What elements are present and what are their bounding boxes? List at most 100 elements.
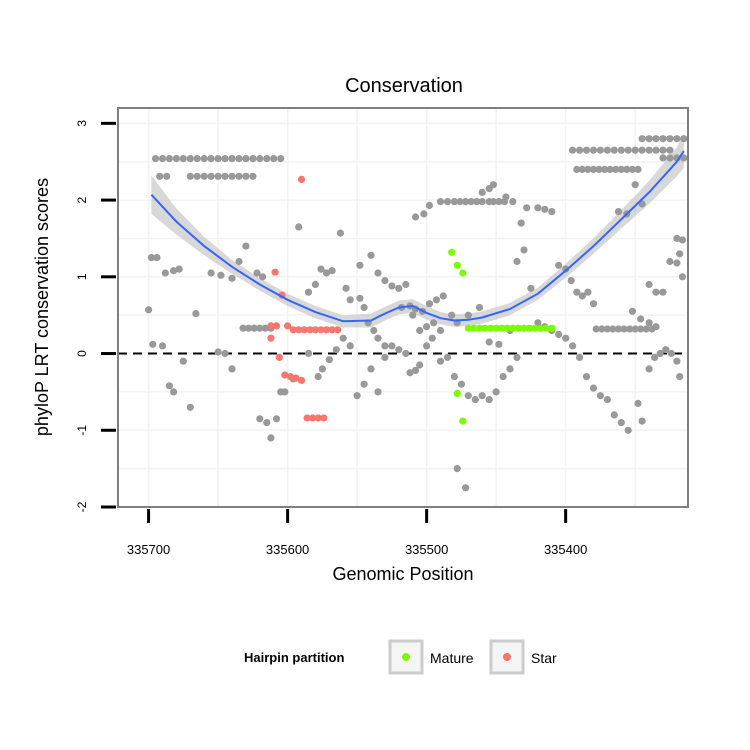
point-other-72 <box>328 267 336 275</box>
point-other-34 <box>170 267 178 275</box>
y-tick-label-4: 2 <box>75 196 89 203</box>
point-other-6 <box>193 155 201 163</box>
point-other-246 <box>595 165 603 173</box>
point-other-202 <box>634 399 642 407</box>
point-other-33 <box>161 269 169 277</box>
point-other-19 <box>156 172 164 180</box>
point-other-2 <box>165 155 173 163</box>
point-star-4 <box>295 326 303 334</box>
point-other-121 <box>423 342 431 350</box>
point-other-20 <box>163 172 171 180</box>
point-other-46 <box>158 342 167 350</box>
legend-key-mature <box>388 639 424 675</box>
point-other-42 <box>253 269 261 277</box>
point-other-259 <box>673 135 681 143</box>
point-star-11 <box>334 326 342 334</box>
point-other-90 <box>346 342 354 350</box>
x-axis-title: Genomic Position <box>332 564 473 584</box>
point-mature-17 <box>542 324 550 332</box>
point-other-261 <box>659 154 667 162</box>
point-other-190 <box>624 426 632 434</box>
point-other-5 <box>186 155 194 163</box>
point-other-186 <box>596 392 605 400</box>
x-tick-label-0: 335700 <box>127 542 170 557</box>
point-star-16 <box>292 374 300 382</box>
point-star-13 <box>275 353 283 361</box>
point-other-243 <box>578 165 586 173</box>
point-other-208 <box>667 349 675 358</box>
point-other-196 <box>620 325 628 333</box>
point-star-21 <box>320 414 328 422</box>
point-other-156 <box>523 204 531 212</box>
point-other-176 <box>527 284 535 292</box>
point-mature-6 <box>481 324 489 332</box>
point-other-262 <box>666 154 674 162</box>
point-star-3 <box>289 326 297 334</box>
point-other-260 <box>680 135 688 143</box>
point-other-112 <box>425 300 433 308</box>
point-other-37 <box>207 269 215 277</box>
point-other-114 <box>439 292 447 300</box>
point-other-79 <box>370 326 378 335</box>
point-other-94 <box>374 388 382 396</box>
point-other-97 <box>367 251 375 259</box>
point-other-145 <box>478 198 486 206</box>
point-other-106 <box>430 319 438 327</box>
point-other-137 <box>425 201 433 209</box>
point-other-206 <box>656 349 664 358</box>
point-other-187 <box>603 396 612 404</box>
legend-label-star: Star <box>531 650 557 666</box>
point-other-227 <box>569 146 577 154</box>
y-axis: -2 -1 0 1 2 3 <box>75 120 116 512</box>
point-other-130 <box>485 396 493 404</box>
point-other-229 <box>582 146 591 154</box>
point-other-214 <box>652 323 660 331</box>
point-other-185 <box>589 384 598 392</box>
point-other-70 <box>317 265 325 273</box>
point-other-99 <box>381 277 389 285</box>
point-other-82 <box>388 342 396 350</box>
point-other-225 <box>645 280 653 289</box>
point-other-153 <box>502 193 510 201</box>
point-mature-5 <box>475 324 484 332</box>
point-other-174 <box>513 257 521 266</box>
point-other-75 <box>346 296 354 304</box>
point-other-123 <box>436 357 445 365</box>
point-other-30 <box>249 172 257 180</box>
point-other-134 <box>513 353 521 361</box>
point-other-234 <box>617 146 625 154</box>
point-mature-18 <box>548 324 556 332</box>
point-other-162 <box>567 277 575 285</box>
point-other-258 <box>666 135 674 143</box>
point-other-170 <box>475 303 484 312</box>
point-star-19 <box>309 414 317 422</box>
point-other-45 <box>149 340 157 348</box>
point-other-165 <box>584 288 592 296</box>
point-other-248 <box>606 165 614 173</box>
point-other-138 <box>436 198 445 206</box>
y-tick-label-5: 3 <box>75 120 89 127</box>
point-other-87 <box>325 356 333 364</box>
point-other-122 <box>428 334 436 342</box>
point-other-268 <box>676 250 684 258</box>
point-other-17 <box>270 155 278 163</box>
point-other-157 <box>534 204 542 212</box>
point-mature-3 <box>464 324 472 332</box>
point-other-231 <box>596 146 605 154</box>
point-other-85 <box>314 373 322 381</box>
point-other-148 <box>495 198 503 206</box>
point-other-93 <box>367 365 375 373</box>
x-axis: 335700 335600 335500 335400 <box>127 509 587 557</box>
point-other-77 <box>360 303 368 312</box>
point-other-13 <box>242 155 250 163</box>
x-tick-label-2: 335500 <box>405 542 448 557</box>
point-other-24 <box>207 172 215 180</box>
point-other-244 <box>584 165 592 173</box>
point-other-113 <box>432 296 440 304</box>
point-mature-8 <box>492 324 500 332</box>
point-star-10 <box>328 326 336 334</box>
point-other-74 <box>342 284 350 292</box>
point-other-36 <box>192 310 200 318</box>
chart-title: Conservation <box>345 75 463 97</box>
